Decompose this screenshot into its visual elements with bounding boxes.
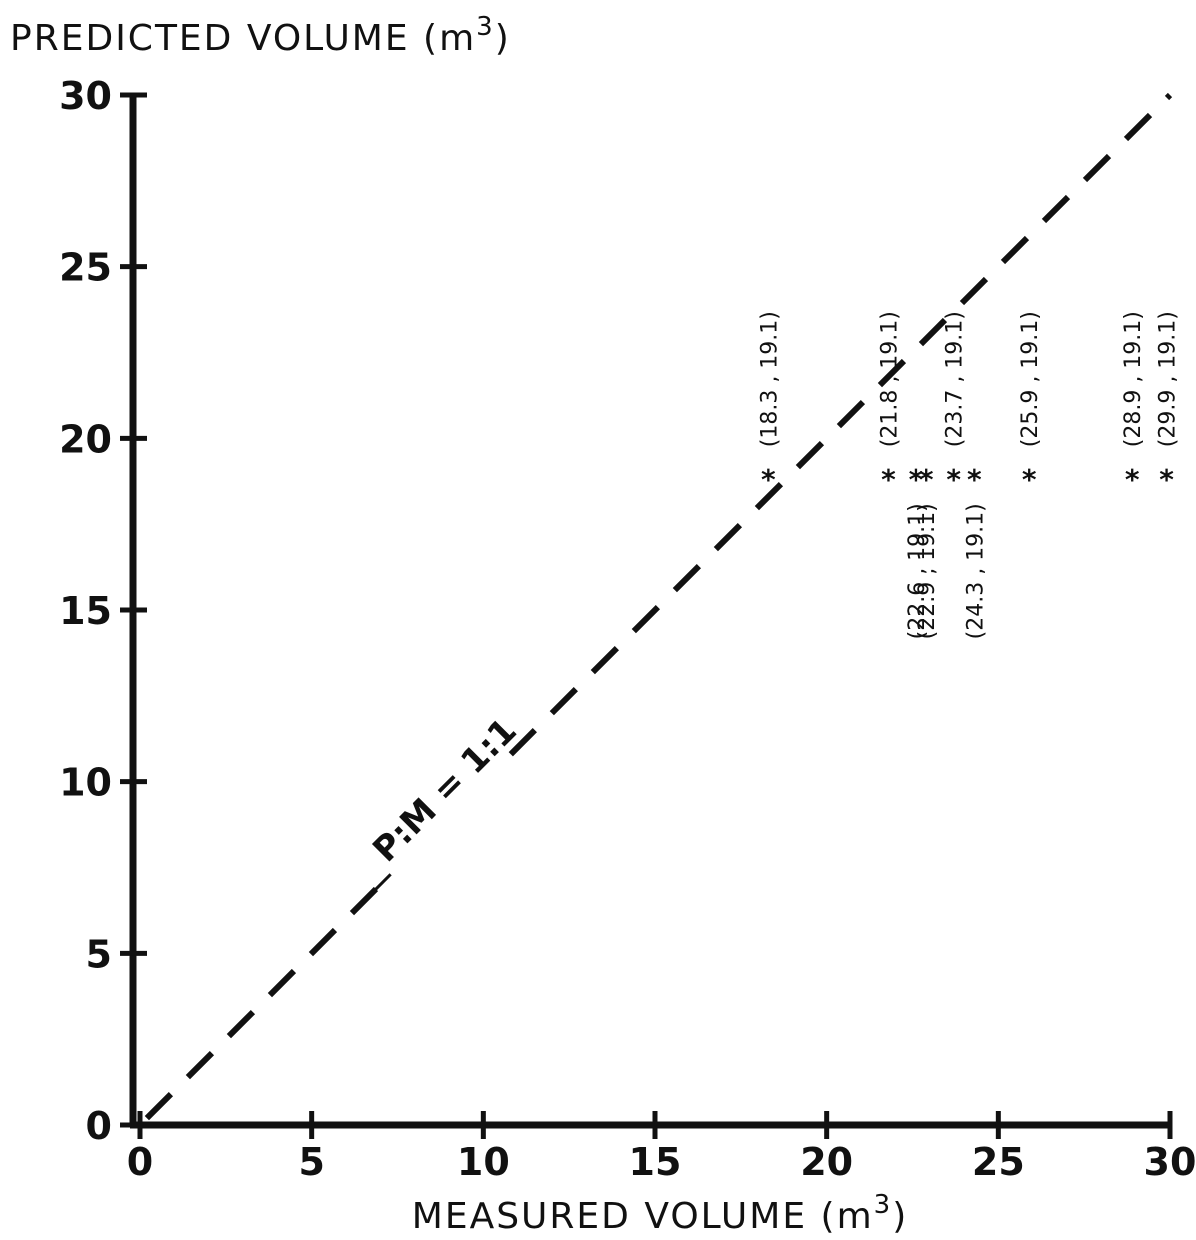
x-tick-label: 15 (629, 1140, 682, 1184)
data-point-label: (29.9 , 19.1) (1156, 311, 1181, 447)
data-point-label: (23.7 , 19.1) (943, 311, 968, 447)
x-tick-label: 10 (457, 1140, 510, 1184)
data-point-label: (18.3 , 19.1) (757, 311, 782, 447)
data-point-marker: * (967, 463, 982, 496)
y-tick-label: 5 (86, 932, 112, 976)
data-point-marker: * (1022, 463, 1037, 496)
y-tick-label: 10 (59, 761, 112, 805)
y-tick-label: 15 (59, 589, 112, 633)
reference-line-group: P:M = 1:1 (144, 92, 1173, 1121)
y-tick-label: 20 (59, 417, 112, 461)
axis-ticks: 0 5 10 15 20 25 30 0 5 10 15 20 25 30 (59, 74, 1196, 1184)
y-tick-label: 0 (86, 1104, 112, 1148)
data-point-marker: * (919, 463, 934, 496)
data-point-marker: * (881, 463, 896, 496)
data-point-marker: * (946, 463, 961, 496)
x-tick-label: 30 (1144, 1140, 1196, 1184)
x-tick-label: 25 (972, 1140, 1025, 1184)
x-tick-label: 20 (800, 1140, 853, 1184)
data-points: * (18.3 , 19.1) * (21.8 , 19.1) * (22.6 , 19.… (757, 311, 1180, 639)
data-point-label: (24.3 , 19.1) (963, 503, 988, 639)
reference-line-segment (144, 882, 383, 1121)
reference-line-label: P:M = 1:1 (365, 711, 524, 870)
data-point-label: (25.9 , 19.1) (1018, 311, 1043, 447)
y-axis-title: PREDICTED VOLUME (m3) (10, 12, 511, 59)
data-point-marker: * (761, 463, 776, 496)
reference-label-leader (362, 873, 392, 903)
data-point-label: (22.9 , 19.1) (915, 503, 940, 639)
data-point-label: (21.8 , 19.1) (877, 311, 902, 447)
data-point-label: (22.6 , 19.1) (905, 503, 930, 639)
reference-line-segment (508, 92, 1173, 757)
data-point-marker: * (909, 463, 924, 496)
data-point-marker: * (1125, 463, 1140, 496)
y-tick-label: 25 (59, 246, 112, 290)
y-tick-label: 30 (59, 74, 112, 118)
x-tick-label: 0 (127, 1140, 153, 1184)
x-axis-title: MEASURED VOLUME (m3) (412, 1190, 908, 1237)
x-tick-label: 5 (298, 1140, 324, 1184)
data-point-marker: * (1159, 463, 1174, 496)
data-point-label: (28.9 , 19.1) (1121, 311, 1146, 447)
